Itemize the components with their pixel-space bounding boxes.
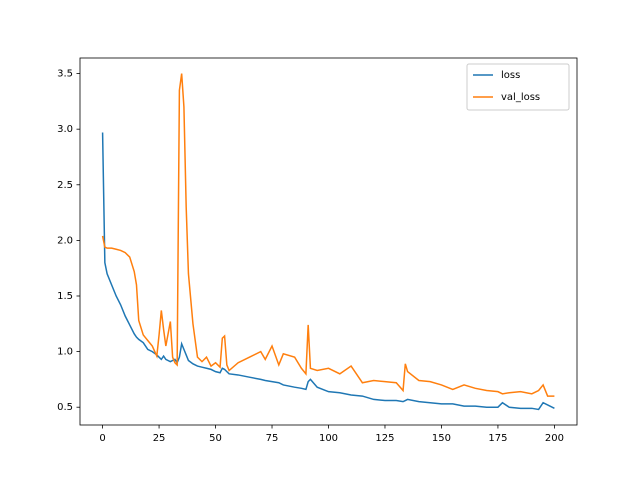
y-tick-label: 3.0 bbox=[57, 124, 73, 135]
x-tick-label: 75 bbox=[266, 433, 279, 444]
x-tick-label: 125 bbox=[375, 433, 394, 444]
x-tick-label: 50 bbox=[209, 433, 222, 444]
x-tick-label: 175 bbox=[488, 433, 507, 444]
x-tick-label: 25 bbox=[153, 433, 166, 444]
plot-frame bbox=[79, 57, 578, 426]
line-series bbox=[101, 73, 555, 397]
y-tick-label: 2.0 bbox=[57, 235, 73, 246]
y-tick-label: 1.0 bbox=[57, 347, 73, 358]
x-tick-label: 0 bbox=[99, 433, 105, 444]
line-series bbox=[101, 132, 555, 411]
y-tick-label: 2.5 bbox=[57, 180, 73, 191]
x-tick-label: 150 bbox=[432, 433, 451, 444]
legend-label: loss bbox=[501, 70, 520, 81]
y-tick-label: 3.5 bbox=[57, 69, 73, 80]
legend-label: val_loss bbox=[501, 92, 540, 103]
y-tick-label: 1.5 bbox=[57, 291, 73, 302]
x-tick-label: 100 bbox=[319, 433, 338, 444]
y-tick-label: 0.5 bbox=[57, 402, 73, 413]
x-tick-label: 200 bbox=[545, 433, 564, 444]
